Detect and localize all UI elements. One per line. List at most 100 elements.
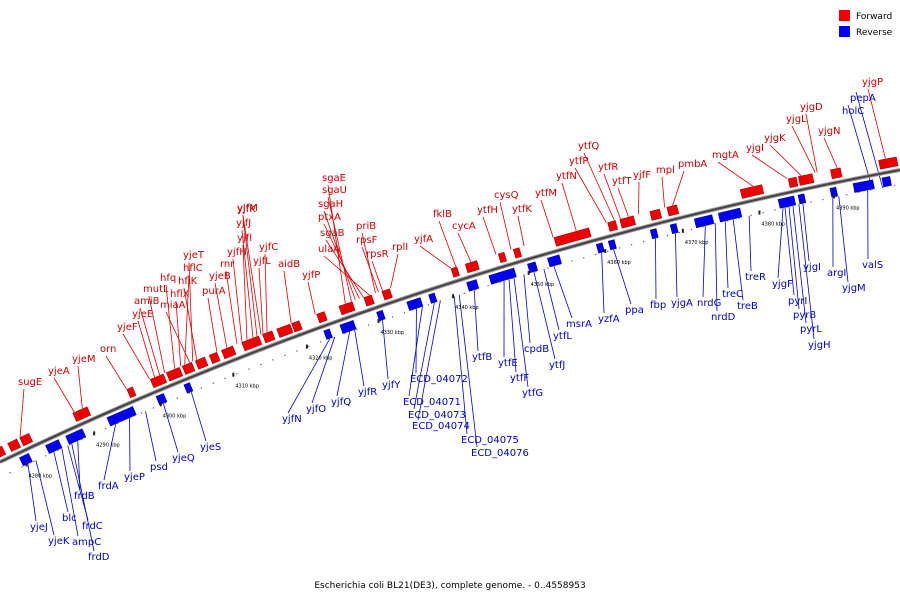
- reverse-gene-leader: [382, 320, 389, 380]
- forward-gene-block: [787, 176, 799, 188]
- reverse-gene-label: pyrL: [800, 324, 822, 335]
- reverse-gene-label: yjeS: [200, 442, 221, 453]
- reverse-gene-label: ECD_04073: [408, 410, 466, 421]
- forward-gene-leader: [617, 187, 629, 217]
- forward-gene-leader: [183, 287, 198, 360]
- reverse-gene-block: [65, 428, 87, 445]
- tick-mark: [232, 372, 235, 377]
- forward-gene-label: yjgI: [746, 143, 764, 154]
- reverse-gene-leader: [788, 206, 800, 310]
- forward-gene-label: ytfN: [556, 171, 577, 182]
- tick-mark: [758, 210, 761, 215]
- forward-gene-leader: [769, 144, 802, 176]
- forward-gene-label: yjfP: [302, 270, 320, 281]
- scale-dot: [547, 267, 549, 269]
- reverse-gene-block-body: [323, 328, 333, 340]
- forward-gene-block: [165, 366, 184, 382]
- forward-gene-block-body: [19, 433, 34, 447]
- reverse-gene-leader: [777, 208, 784, 279]
- scale-dot: [702, 225, 704, 228]
- scale-dot: [21, 466, 23, 468]
- reverse-gene-label: treB: [737, 301, 758, 312]
- reverse-gene-leader: [798, 204, 815, 340]
- reverse-gene-label: yjeJ: [30, 522, 48, 533]
- scale-dot: [152, 407, 155, 409]
- reverse-gene-block-body: [607, 239, 617, 251]
- forward-gene-label: amiB: [134, 296, 160, 307]
- reverse-gene-leader: [408, 306, 423, 397]
- forward-gene-label: sgaU: [322, 185, 347, 196]
- reverse-gene-block: [488, 267, 517, 285]
- forward-gene-leader: [561, 182, 577, 231]
- forward-gene-leader: [241, 229, 254, 338]
- scale-dot: [356, 328, 358, 330]
- forward-gene-block-body: [221, 345, 237, 360]
- forward-gene-block-body: [363, 294, 375, 307]
- forward-gene-block-body: [149, 373, 168, 389]
- reverse-gene-label: nrdG: [697, 298, 721, 309]
- reverse-gene-block: [339, 320, 357, 334]
- scale-dot: [858, 191, 860, 193]
- scale-dot: [212, 382, 214, 384]
- tick-label: 4350 kbp: [531, 282, 555, 288]
- reverse-gene-block: [595, 242, 605, 254]
- tick-mark: [452, 294, 455, 299]
- tick-mark: [527, 270, 530, 275]
- forward-gene-label: ytfR: [598, 162, 618, 173]
- forward-gene-block: [381, 288, 393, 301]
- forward-gene-leader: [137, 320, 155, 378]
- reverse-gene-block-body: [693, 214, 715, 229]
- forward-gene-label: ytfP: [569, 156, 588, 167]
- reverse-gene-block-body: [466, 279, 480, 292]
- scale-dot: [559, 263, 561, 266]
- reverse-gene-block: [428, 292, 438, 304]
- reverse-gene-block-body: [488, 267, 517, 285]
- forward-gene-label: yjeM: [72, 354, 95, 365]
- forward-gene-block: [126, 386, 137, 399]
- forward-gene-block: [149, 373, 168, 389]
- genome-axis-line: [0, 169, 900, 463]
- forward-gene-block-body: [739, 184, 765, 199]
- tick-mark: [681, 228, 684, 233]
- reverse-gene-block: [106, 406, 137, 427]
- tick-label: 4310 kbp: [235, 384, 259, 390]
- forward-gene-leader: [214, 282, 228, 348]
- forward-gene-leader: [517, 215, 525, 246]
- reverse-gene-label: yjfR: [358, 387, 377, 398]
- reverse-gene-label: ampC: [72, 537, 101, 548]
- forward-gene-block-body: [262, 330, 276, 344]
- scale-dot: [762, 211, 764, 214]
- tick-label: 4390 kbp: [836, 205, 860, 211]
- tick-label: 4380 kbp: [761, 222, 785, 228]
- reverse-gene-leader: [413, 302, 435, 410]
- forward-gene-leader: [242, 244, 248, 340]
- forward-gene-label: sgaE: [322, 173, 346, 184]
- forward-gene-label: ytfT: [612, 176, 632, 187]
- forward-gene-leader: [77, 365, 83, 409]
- forward-gene-block-body: [7, 438, 21, 452]
- forward-gene-leader: [175, 300, 182, 367]
- scale-dot: [45, 455, 47, 457]
- scale-dot: [511, 277, 513, 280]
- forward-gene-leader: [390, 253, 399, 289]
- forward-gene-block-body: [787, 176, 799, 188]
- scale-dot: [200, 387, 202, 389]
- forward-gene-leader: [717, 161, 754, 187]
- reverse-gene-block: [19, 453, 33, 467]
- scale-dot: [69, 444, 71, 446]
- reverse-gene-block: [649, 228, 659, 240]
- forward-gene-leader: [583, 152, 615, 221]
- tick-label: 4320 kbp: [309, 356, 333, 362]
- reverse-gene-leader: [702, 226, 706, 298]
- reverse-gene-block: [323, 328, 333, 340]
- scale-dot: [822, 198, 824, 201]
- reverse-gene-label: pepA: [850, 93, 876, 104]
- tick-label: 4340 kbp: [455, 305, 479, 311]
- forward-gene-block: [19, 433, 34, 447]
- scale-dot: [798, 204, 800, 206]
- reverse-gene-block-body: [527, 261, 539, 274]
- forward-gene-leader: [165, 311, 191, 363]
- tick-label: 4370 kbp: [685, 240, 709, 246]
- reverse-gene-block-body: [106, 406, 137, 427]
- forward-gene-block: [208, 351, 221, 364]
